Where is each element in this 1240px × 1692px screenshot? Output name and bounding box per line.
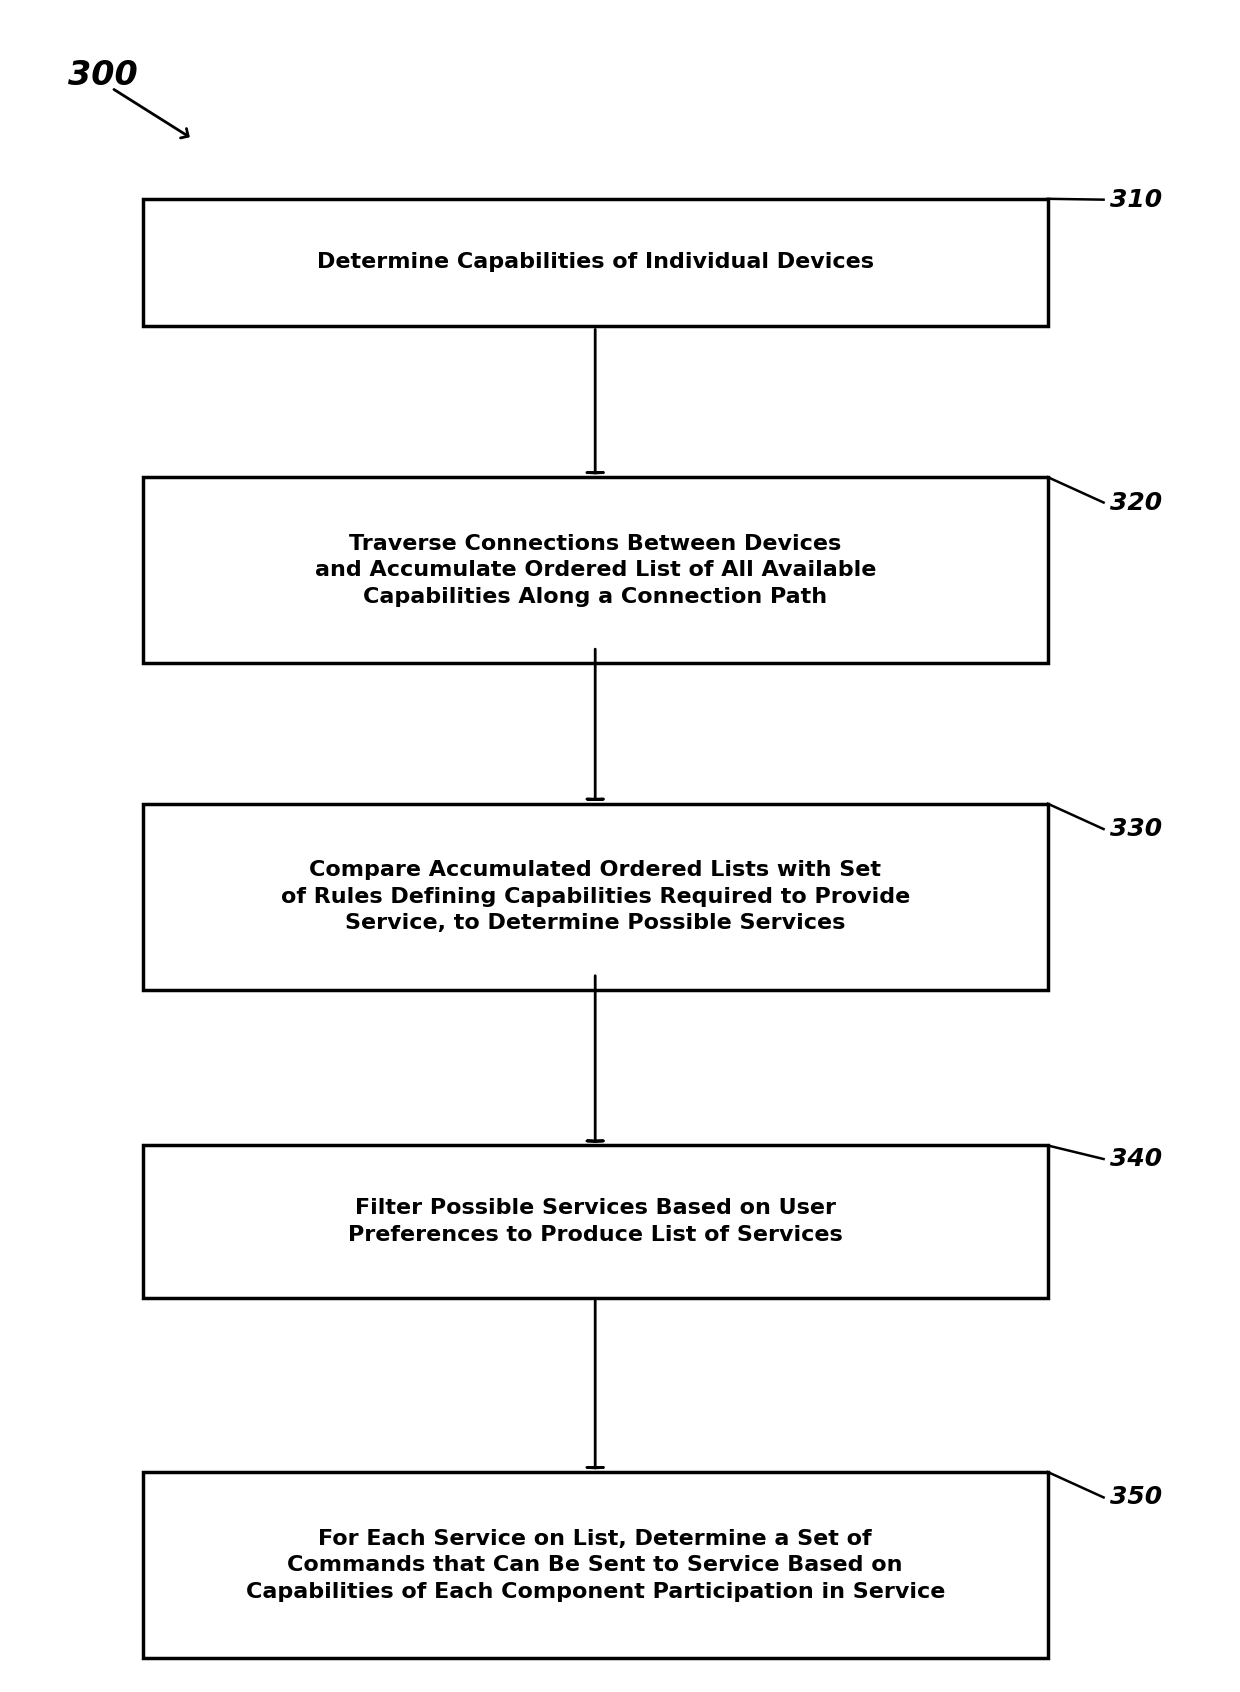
- Text: 340: 340: [1110, 1147, 1162, 1171]
- Bar: [143, 1472, 1048, 1658]
- Text: 320: 320: [1110, 491, 1162, 514]
- Text: 330: 330: [1110, 817, 1162, 841]
- Text: Compare Accumulated Ordered Lists with Set
of Rules Defining Capabilities Requir: Compare Accumulated Ordered Lists with S…: [280, 860, 910, 934]
- Text: Determine Capabilities of Individual Devices: Determine Capabilities of Individual Dev…: [316, 252, 874, 272]
- Text: 350: 350: [1110, 1486, 1162, 1509]
- Text: Traverse Connections Between Devices
and Accumulate Ordered List of All Availabl: Traverse Connections Between Devices and…: [315, 533, 875, 607]
- Bar: [143, 477, 1048, 663]
- Bar: [143, 1145, 1048, 1298]
- Text: Filter Possible Services Based on User
Preferences to Produce List of Services: Filter Possible Services Based on User P…: [348, 1198, 842, 1245]
- Text: For Each Service on List, Determine a Set of
Commands that Can Be Sent to Servic: For Each Service on List, Determine a Se…: [246, 1528, 945, 1602]
- Text: 310: 310: [1110, 188, 1162, 212]
- Text: 300: 300: [68, 59, 138, 93]
- Bar: [143, 200, 1048, 325]
- Bar: [143, 804, 1048, 990]
